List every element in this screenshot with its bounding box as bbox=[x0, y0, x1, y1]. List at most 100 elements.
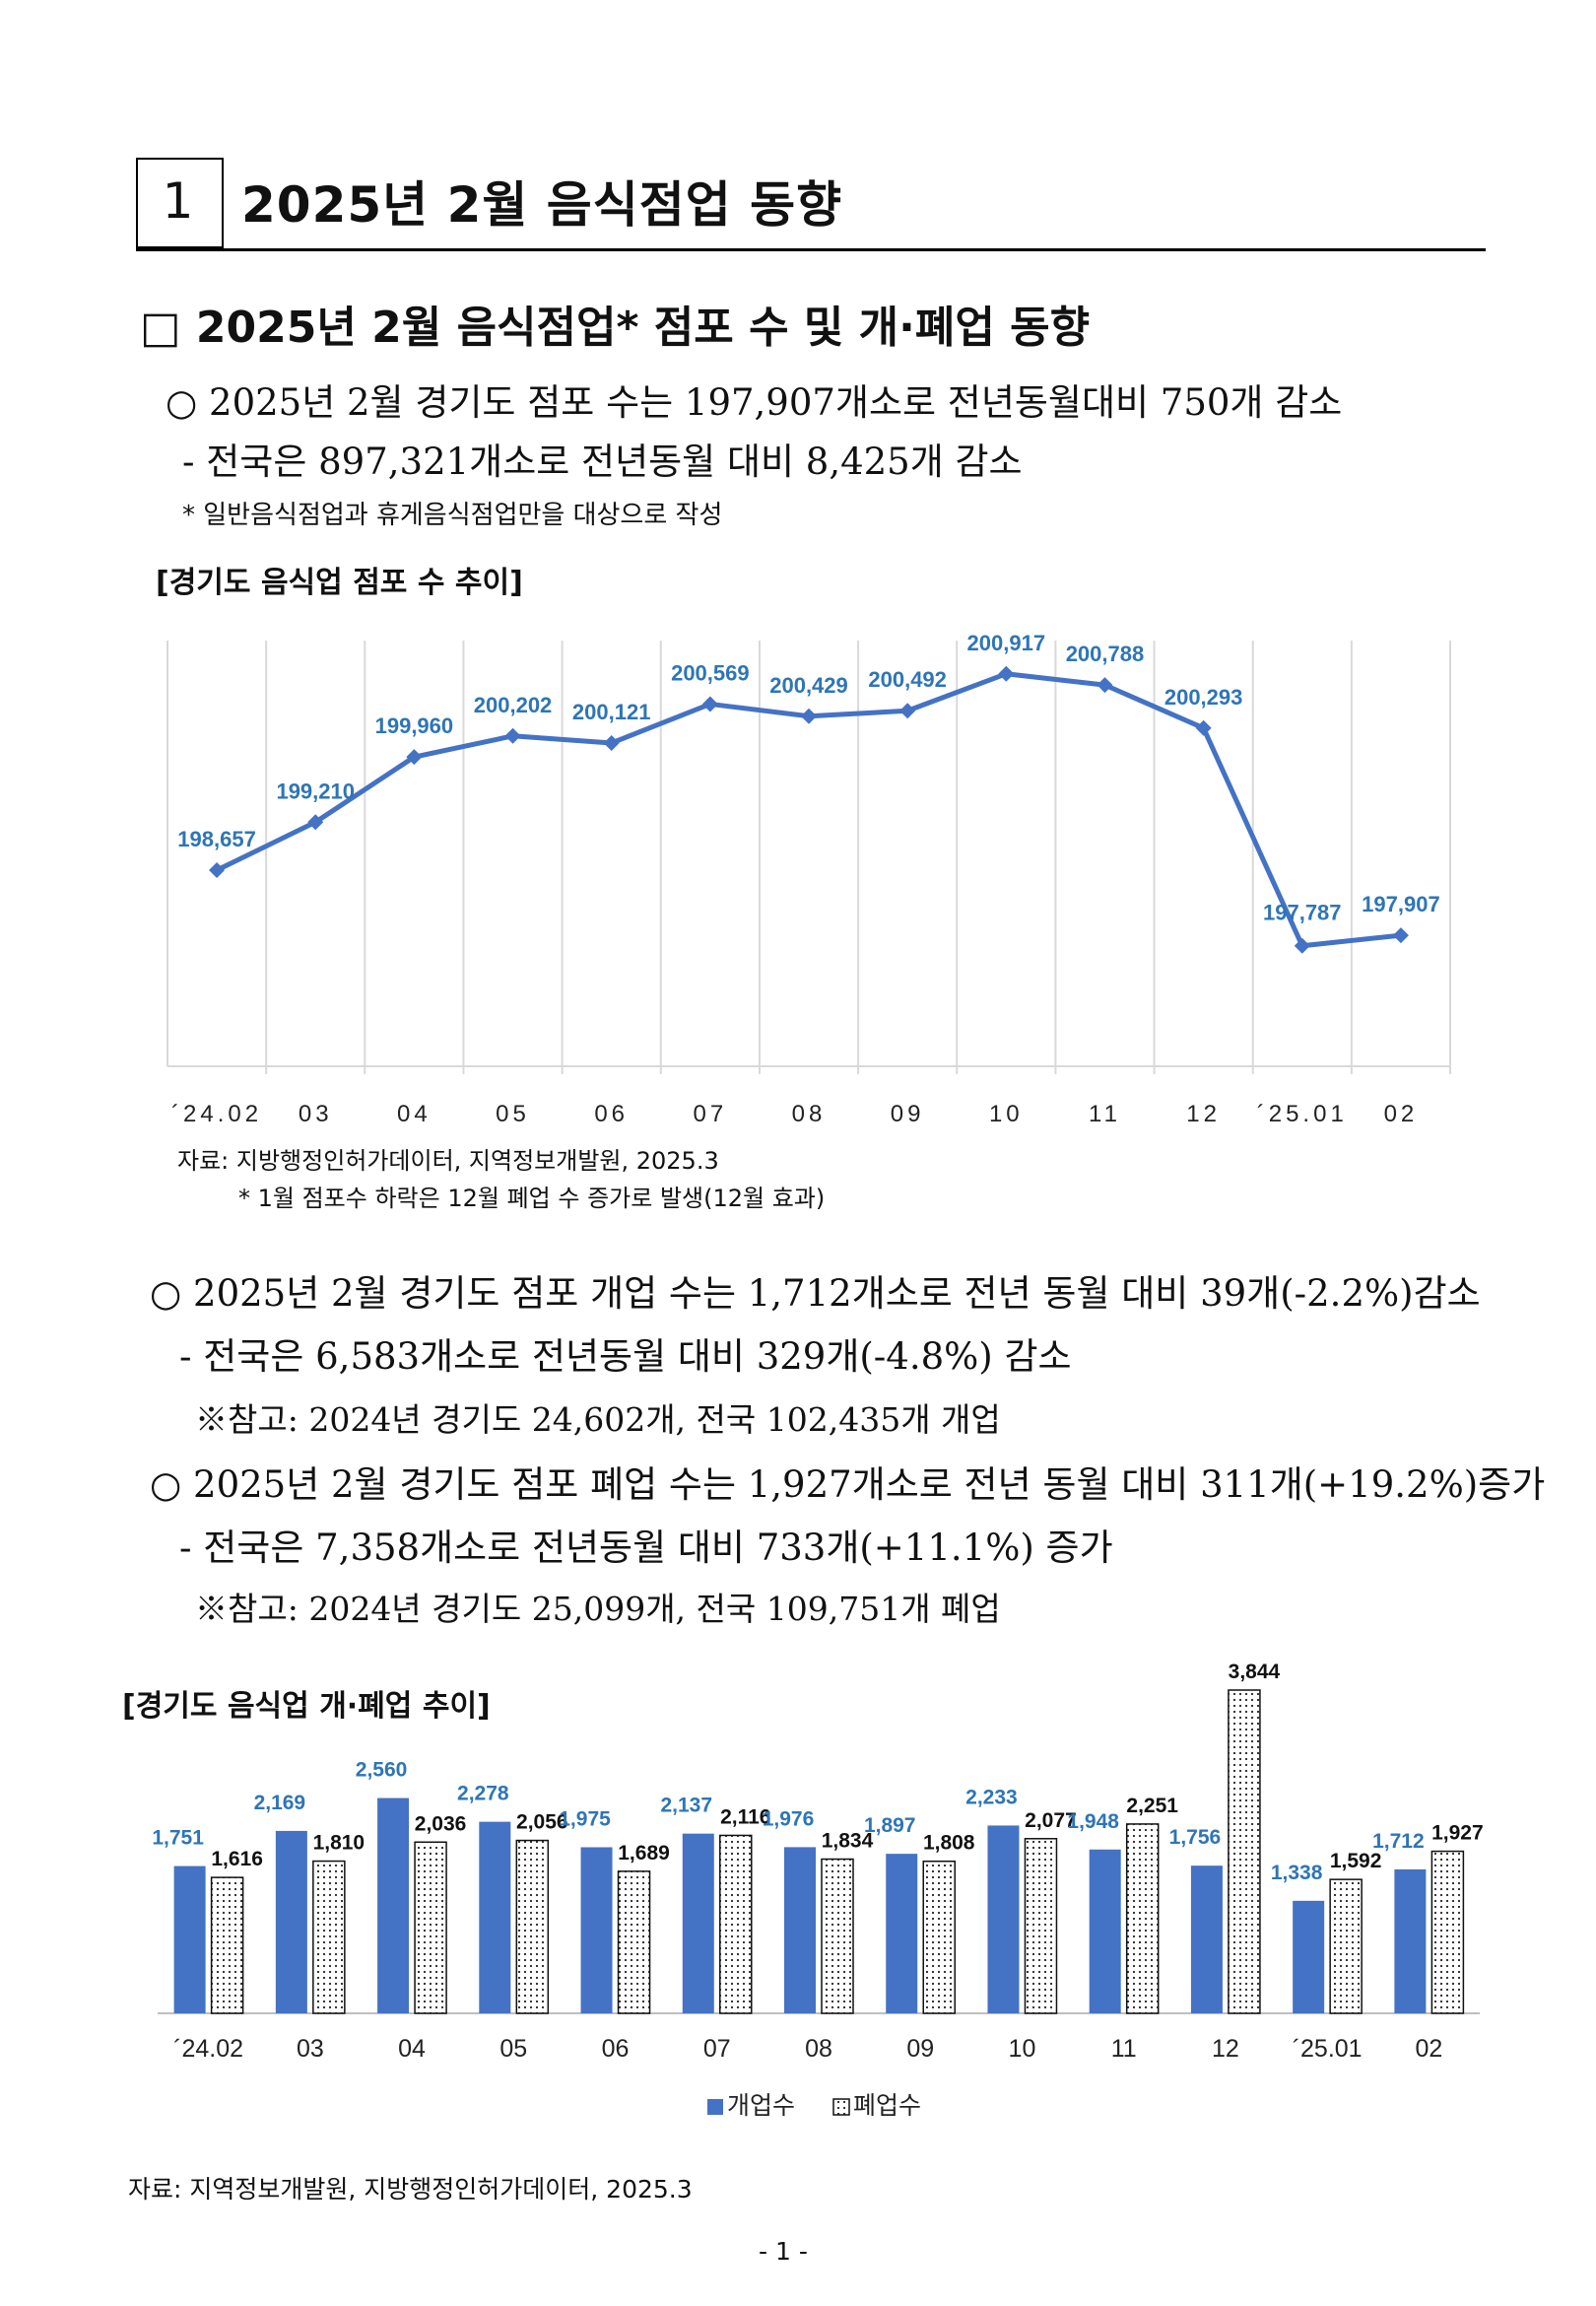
data-point bbox=[998, 665, 1015, 682]
data-label: 200,121 bbox=[572, 700, 651, 724]
bar-close bbox=[821, 1858, 854, 2014]
data-label: 200,569 bbox=[671, 660, 750, 685]
x-tick-label: 02 bbox=[1384, 1101, 1419, 1127]
x-tick-label: 04 bbox=[397, 1101, 432, 1127]
bar-label-close: 1,808 bbox=[923, 1832, 975, 1855]
bar-close bbox=[617, 1870, 651, 2014]
chart1-source: 자료: 지방행정인허가데이터, 지역정보개발원, 2025.3 bbox=[177, 1147, 719, 1175]
bar-label-open: 1,975 bbox=[559, 1807, 611, 1830]
bar-open bbox=[1190, 1865, 1223, 2013]
x-tick-label: 06 bbox=[594, 1101, 629, 1127]
bar-label-open: 2,233 bbox=[965, 1786, 1018, 1808]
data-label: 199,960 bbox=[375, 713, 454, 738]
chart-legend: 개업수 폐업수 bbox=[707, 2092, 921, 2120]
bar-label-close: 1,592 bbox=[1330, 1850, 1382, 1872]
bar-label-open: 2,169 bbox=[254, 1792, 306, 1814]
bar-label-open: 1,756 bbox=[1169, 1826, 1222, 1849]
x-tick-label: 03 bbox=[299, 1101, 333, 1127]
x-tick-label: 09 bbox=[891, 1101, 925, 1127]
bar-close bbox=[515, 1839, 550, 2014]
x-tick-label: 06 bbox=[602, 2035, 630, 2063]
data-point bbox=[406, 749, 423, 766]
x-tick-label: 10 bbox=[989, 1101, 1024, 1127]
x-tick-label: ´24.02 bbox=[171, 1101, 262, 1127]
bar-open bbox=[580, 1847, 613, 2013]
x-tick-label: ´25.01 bbox=[1257, 1101, 1348, 1127]
bar-label-close: 1,689 bbox=[618, 1842, 670, 1865]
header-number: 1 bbox=[162, 172, 194, 230]
x-tick-label: ´25.01 bbox=[1293, 2035, 1363, 2063]
data-point bbox=[504, 727, 521, 744]
bar-label-open: 1,976 bbox=[763, 1807, 815, 1830]
bar-label-open: 2,278 bbox=[457, 1783, 509, 1805]
bar-open bbox=[275, 1830, 307, 2013]
bar-close bbox=[922, 1860, 956, 2014]
data-point bbox=[701, 696, 718, 712]
bar-label-open: 1,751 bbox=[152, 1827, 204, 1850]
bar-label-close: 1,834 bbox=[822, 1830, 874, 1853]
data-point bbox=[603, 734, 620, 751]
bar-close bbox=[1024, 1838, 1058, 2014]
bar-label-open: 1,897 bbox=[864, 1814, 916, 1837]
bar-open bbox=[1394, 1868, 1427, 2013]
bar-label-open: 2,137 bbox=[660, 1795, 712, 1817]
para2-line4: ○ 2025년 2월 경기도 점포 폐업 수는 1,927개소로 전년 동월 대… bbox=[150, 1463, 1546, 1506]
bar-open bbox=[1089, 1849, 1121, 2013]
bar-open bbox=[1293, 1900, 1325, 2013]
bar-open bbox=[173, 1865, 206, 2013]
x-tick-label: 05 bbox=[496, 1101, 530, 1127]
x-tick-label: 10 bbox=[1009, 2035, 1036, 2063]
data-label: 199,210 bbox=[276, 779, 355, 803]
data-point bbox=[801, 708, 817, 724]
data-label: 200,202 bbox=[474, 693, 553, 717]
bar-open bbox=[886, 1854, 918, 2013]
bar-close bbox=[312, 1860, 346, 2014]
bar-label-close: 2,036 bbox=[415, 1812, 467, 1835]
store-count-line-chart: 198,657 199,210 199,960 200,202 200,121 200,5… bbox=[166, 631, 1451, 1127]
data-label: 197,907 bbox=[1362, 892, 1440, 916]
x-tick-label: 03 bbox=[297, 2035, 324, 2063]
x-tick-label: ´24.02 bbox=[173, 2035, 243, 2063]
x-tick-label: 07 bbox=[693, 1101, 727, 1127]
bar-open bbox=[377, 1797, 410, 2013]
bar-open bbox=[682, 1833, 714, 2013]
x-tick-label: 08 bbox=[792, 1101, 827, 1127]
section-title: □ 2025년 2월 음식점업* 점포 수 및 개·폐업 동향 bbox=[140, 303, 1091, 353]
x-tick-label: 04 bbox=[398, 2035, 426, 2063]
chart2-heading: [경기도 음식업 개·폐업 추이] bbox=[122, 1689, 491, 1724]
data-label: 197,787 bbox=[1263, 901, 1342, 925]
data-point bbox=[307, 814, 324, 831]
para1-note: * 일반음식점업과 휴게음식점업만을 대상으로 작성 bbox=[182, 501, 723, 530]
bar-label-close: 3,844 bbox=[1229, 1661, 1281, 1683]
data-label: 200,917 bbox=[967, 631, 1046, 655]
legend-label-open: 개업수 bbox=[727, 2092, 795, 2120]
bar-label-open: 1,712 bbox=[1372, 1830, 1425, 1853]
bar-label-close: 2,251 bbox=[1126, 1795, 1178, 1817]
data-point bbox=[209, 862, 226, 879]
bar-label-open: 1,948 bbox=[1067, 1810, 1119, 1833]
bar-close bbox=[1430, 1850, 1465, 2014]
header-rule bbox=[136, 248, 1486, 251]
para2-line3: ※참고: 2024년 경기도 24,602개, 전국 102,435개 개업 bbox=[195, 1400, 1001, 1439]
bar-label-close: 1,927 bbox=[1431, 1822, 1484, 1845]
bar-open bbox=[987, 1825, 1020, 2013]
bar-label-close: 2,056 bbox=[516, 1811, 568, 1834]
x-tick-label: 11 bbox=[1111, 2035, 1137, 2063]
data-point bbox=[1097, 677, 1113, 694]
para2-line5: - 전국은 7,358개소로 전년동월 대비 733개(+11.1%) 증가 bbox=[179, 1526, 1113, 1569]
x-tick-label: 12 bbox=[1186, 1101, 1221, 1127]
legend-label-close: 폐업수 bbox=[853, 2092, 921, 2120]
data-label: 198,657 bbox=[177, 827, 256, 851]
bar-label-open: 1,338 bbox=[1271, 1862, 1323, 1884]
legend-swatch-open bbox=[707, 2099, 723, 2115]
data-point bbox=[899, 703, 916, 719]
bar-label-close: 2,077 bbox=[1025, 1809, 1077, 1832]
bar-close bbox=[1228, 1689, 1261, 2014]
chart1-heading: [경기도 음식업 점포 수 추이] bbox=[156, 566, 523, 600]
bar-label-close: 1,810 bbox=[313, 1832, 366, 1855]
x-tick-label: 05 bbox=[499, 2035, 527, 2063]
x-tick-label: 12 bbox=[1212, 2035, 1239, 2063]
open-close-bar-chart: 1,751 1,616 ´24.02 2,169 1,810 03 2,560 2,036 04… bbox=[152, 1661, 1484, 2120]
x-tick-label: 09 bbox=[906, 2035, 934, 2063]
para2-line6: ※참고: 2024년 경기도 25,099개, 전국 109,751개 폐업 bbox=[195, 1590, 1001, 1628]
